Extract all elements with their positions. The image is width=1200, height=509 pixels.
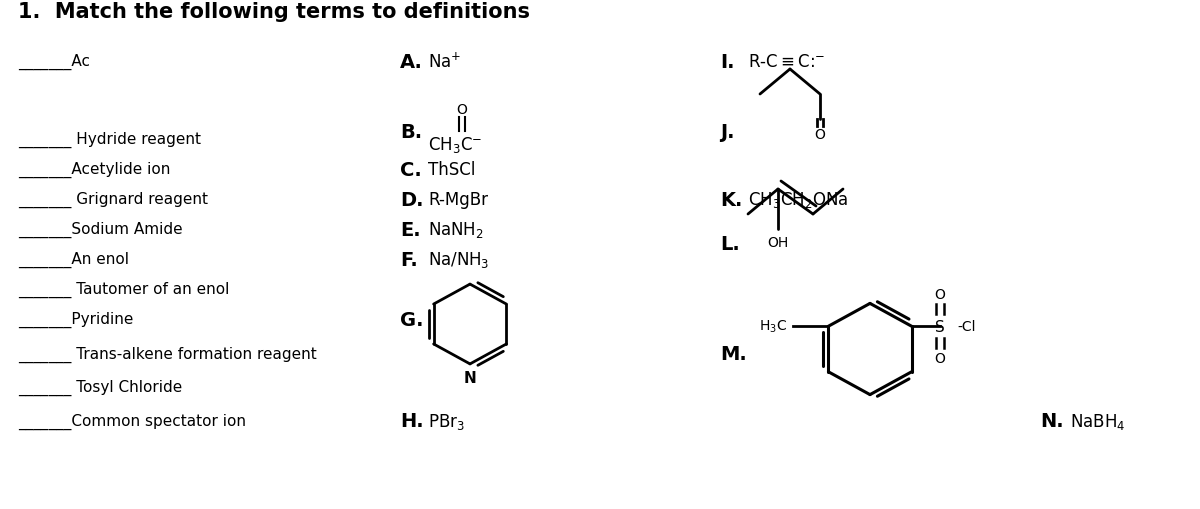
Text: N.: N. [1040,412,1063,431]
Text: ThSCl: ThSCl [428,161,475,179]
Text: R-C$\equiv$C:$^{-}$: R-C$\equiv$C:$^{-}$ [748,53,826,71]
Text: O: O [934,288,946,302]
Text: G.: G. [400,310,424,329]
Text: _______ Tautomer of an enol: _______ Tautomer of an enol [18,281,229,298]
Text: O: O [456,103,468,117]
Text: R-MgBr: R-MgBr [428,191,488,209]
Text: _______ Hydride reagent: _______ Hydride reagent [18,132,202,148]
Text: _______Acetylide ion: _______Acetylide ion [18,161,170,178]
Text: _______ Grignard reagent: _______ Grignard reagent [18,191,208,208]
Text: CH$_3$C$^{-}$: CH$_3$C$^{-}$ [428,135,482,155]
Text: O: O [815,128,826,142]
Text: A.: A. [400,52,422,71]
Text: OH: OH [767,236,788,249]
Text: I.: I. [720,52,734,71]
Text: M.: M. [720,345,746,364]
Text: _______An enol: _______An enol [18,251,130,268]
Text: -Cl: -Cl [958,320,976,333]
Text: O: O [934,352,946,365]
Text: Na/NH$_3$: Na/NH$_3$ [428,249,490,269]
Text: E.: E. [400,220,421,239]
Text: H$_3$C: H$_3$C [760,318,787,335]
Text: _______Ac: _______Ac [18,54,90,70]
Text: _______ Trans-alkene formation reagent: _______ Trans-alkene formation reagent [18,346,317,362]
Text: C.: C. [400,160,421,179]
Text: NaBH$_4$: NaBH$_4$ [1070,411,1126,431]
Text: _______Common spectator ion: _______Common spectator ion [18,413,246,429]
Text: CH$_3$CH$_2$ONa: CH$_3$CH$_2$ONa [748,190,848,210]
Text: H.: H. [400,412,424,431]
Text: NaNH$_2$: NaNH$_2$ [428,219,484,240]
Text: PBr$_3$: PBr$_3$ [428,411,464,431]
Text: B.: B. [400,122,422,141]
Text: 1.  Match the following terms to definitions: 1. Match the following terms to definiti… [18,2,530,22]
Text: D.: D. [400,190,424,209]
Text: F.: F. [400,250,418,269]
Text: _______ Tosyl Chloride: _______ Tosyl Chloride [18,379,182,395]
Text: _______Sodium Amide: _______Sodium Amide [18,221,182,238]
Text: L.: L. [720,235,739,254]
Text: J.: J. [720,122,734,141]
Text: K.: K. [720,190,743,209]
Text: N: N [463,371,476,386]
Text: Na$^{+}$: Na$^{+}$ [428,52,461,71]
Text: _______Pyridine: _______Pyridine [18,312,133,327]
Text: S: S [935,319,944,334]
